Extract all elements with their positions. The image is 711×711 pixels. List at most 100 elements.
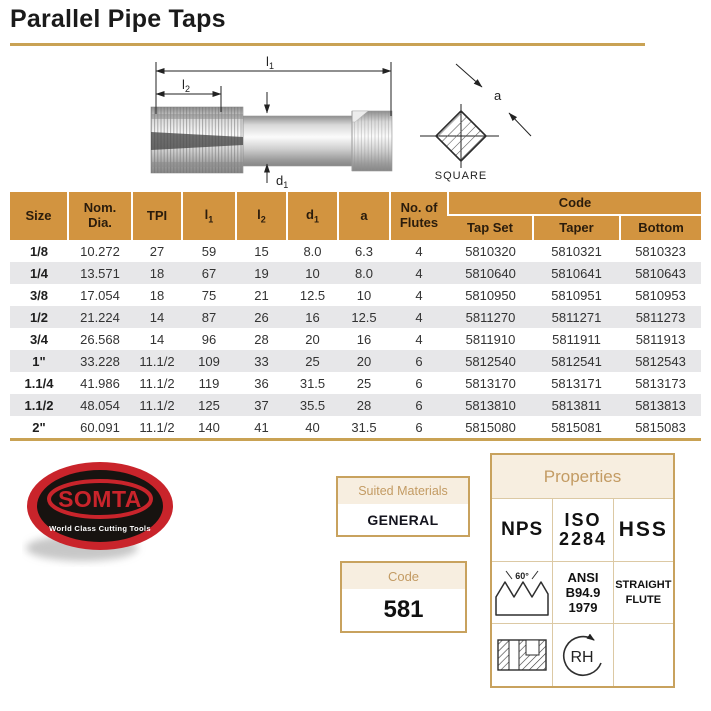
table-cell: 5810643 — [635, 265, 686, 281]
dim-label-l2: l2 — [182, 77, 190, 94]
table-cell: 75 — [201, 287, 217, 303]
table-row: 1.1/2 48.054 11.1/2 125 37 35.5 28 6 5813810 5813… — [10, 394, 702, 416]
table-row: 3/8 17.054 18 75 21 12.5 10 4 5810950 5810951 5810… — [10, 284, 701, 306]
property-empty-cell — [612, 623, 673, 686]
table-cell: 5810951 — [551, 287, 602, 303]
code-box-header: Code — [342, 563, 465, 589]
col-header-tap-set: Tap Set — [448, 215, 533, 240]
table-cell: 5813810 — [465, 397, 516, 413]
iso-line: 2284 — [558, 529, 608, 549]
col-header-taper: Taper — [532, 215, 620, 240]
header-sub: 1 — [208, 214, 214, 225]
table-cell: 5810641 — [551, 265, 602, 281]
table-cell: 41 — [254, 419, 269, 435]
col-header-code: Code — [446, 192, 702, 216]
suited-materials-box: Suited Materials GENERAL — [336, 476, 470, 537]
table-cell: 96 — [201, 331, 217, 347]
property-tap-section — [492, 623, 553, 686]
table-cell: 33 — [254, 353, 269, 369]
table-cell: 67 — [201, 265, 217, 281]
table-cell: 25 — [305, 353, 320, 369]
square-section-diagram: a SQUARE — [420, 63, 532, 182]
table-row: 1" 33.228 11.1/2 109 33 25 20 6 5812540 5812541 58… — [10, 350, 702, 372]
table-cell: 5810953 — [635, 287, 686, 303]
table-cell: 1/4 — [29, 265, 49, 281]
table-cell: 5810640 — [465, 265, 516, 281]
table-cell: 1/2 — [29, 309, 49, 325]
header-sub: 1 — [313, 214, 319, 225]
header-sub: 2 — [260, 214, 266, 225]
table-cell: 12.5 — [351, 309, 377, 325]
angle-label: 60° — [515, 571, 529, 581]
code-box-value: 581 — [342, 589, 465, 631]
table-cell: 5810323 — [635, 243, 686, 259]
properties-box: Properties NPS ISO 2284 HSS 60° ANSI B94… — [490, 453, 675, 688]
table-cell: 5810950 — [465, 287, 516, 303]
dim-label-d1: d1 — [276, 173, 288, 190]
table-cell: 48.054 — [80, 397, 120, 413]
table-cell: 19 — [254, 265, 269, 281]
table-cell: 4 — [415, 331, 423, 347]
table-cell: 5813171 — [551, 375, 602, 391]
table-cell: 5811910 — [465, 331, 516, 347]
property-iso-standard: ISO 2284 — [552, 499, 613, 561]
table-cell: 5812543 — [635, 353, 686, 369]
col-header-d1: d1 — [286, 192, 338, 240]
table-cell: 25 — [356, 375, 372, 391]
somta-logo: SOMTA World Class Cutting Tools — [26, 462, 173, 561]
table-cell: 40 — [305, 419, 320, 435]
table-cell: 5815081 — [551, 419, 602, 435]
ansi-line: ANSI — [567, 569, 599, 585]
table-cell: 26.568 — [80, 331, 120, 347]
table-cell: 5812541 — [551, 353, 602, 369]
table-cell: 10 — [356, 287, 372, 303]
property-thread-standard: NPS — [492, 499, 553, 561]
table-cell: 14 — [149, 331, 165, 347]
header-line: d — [306, 206, 314, 222]
table-cell: 5813813 — [635, 397, 686, 413]
header-line: Flutes — [399, 215, 439, 230]
table-cell: 5813170 — [465, 375, 516, 391]
table-cell: 31.5 — [351, 419, 377, 435]
table-row: 3/4 26.568 14 96 28 20 16 4 5811910 5811911 581191… — [10, 328, 701, 350]
table-cell: 6.3 — [354, 243, 374, 259]
table-cell: 11.1/2 — [139, 375, 175, 391]
square-caption: SQUARE — [435, 170, 487, 182]
properties-grid: NPS ISO 2284 HSS 60° ANSI B94.9 1979 — [492, 499, 673, 686]
table-cell: 10 — [305, 265, 320, 281]
table-cell: 5810321 — [551, 243, 602, 259]
table-cell: 4 — [415, 265, 423, 281]
table-cell: 11.1/2 — [139, 353, 175, 369]
table-cell: 5810320 — [465, 243, 516, 259]
dim-label-a: a — [494, 88, 502, 103]
table-cell: 4 — [415, 309, 423, 325]
dim-label-l1: l1 — [266, 54, 274, 71]
ansi-line: B94.9 — [565, 584, 601, 600]
table-cell: 33.228 — [80, 353, 120, 369]
code-box: Code 581 — [340, 561, 467, 633]
rh-rotation-icon: RH — [562, 633, 602, 676]
table-cell: 28 — [254, 331, 269, 347]
table-cell: 2" — [32, 419, 46, 435]
table-cell: 1.1/2 — [24, 397, 54, 413]
iso-line: ISO — [564, 509, 602, 530]
table-row: 1/8 10.272 27 59 15 8.0 6.3 4 5810320 5810321 5810… — [10, 240, 701, 262]
table-row: 1/2 21.224 14 87 26 16 12.5 4 5811270 5811271 5811… — [10, 306, 702, 328]
page-title: Parallel Pipe Taps — [10, 5, 226, 33]
table-body: 1/8 10.272 27 59 15 8.0 6.3 4 5810320 5810321 5810… — [10, 240, 702, 438]
property-ansi-standard: ANSI B94.9 1979 — [552, 561, 613, 623]
title-underline — [10, 43, 645, 46]
table-cell: 26 — [254, 309, 269, 325]
tap-body — [150, 106, 393, 174]
table-cell: 5815080 — [465, 419, 516, 435]
table-cell: 18 — [149, 287, 165, 303]
flute-line: STRAIGHT — [615, 579, 672, 592]
col-header-tpi: TPI — [131, 192, 182, 240]
table-cell: 28 — [356, 397, 372, 413]
table-cell: 5811270 — [465, 309, 516, 325]
tap-section-icon — [497, 639, 547, 671]
col-header-l2: l2 — [235, 192, 287, 240]
table-cell: 5813811 — [551, 397, 602, 413]
properties-header: Properties — [492, 455, 673, 499]
